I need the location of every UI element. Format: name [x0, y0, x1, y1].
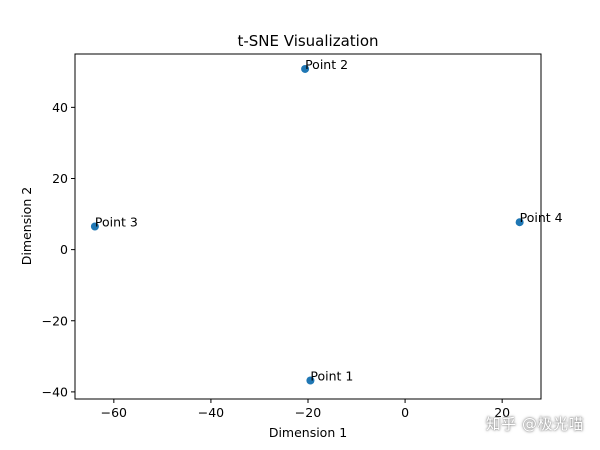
- y-axis-ticks: −40 −20 0 20 40: [42, 100, 75, 399]
- y-axis-label: Dimension 2: [19, 187, 34, 265]
- y-tick-label: −20: [42, 313, 68, 328]
- data-points: Point 1 Point 2 Point 3 Point 4: [90, 57, 563, 385]
- point-label: Point 4: [520, 210, 563, 225]
- x-tick-label: −60: [101, 405, 127, 420]
- scatter-point: [306, 376, 315, 385]
- chart-title: t-SNE Visualization: [237, 32, 378, 50]
- point-label: Point 2: [305, 57, 348, 72]
- x-tick-label: −40: [198, 405, 224, 420]
- y-tick-label: 40: [52, 100, 68, 115]
- y-tick-label: 0: [60, 242, 68, 257]
- scatter-point: [90, 222, 99, 231]
- scatter-point: [515, 218, 524, 227]
- x-tick-label: 0: [401, 405, 409, 420]
- watermark: 知乎 @极光喵: [485, 415, 584, 433]
- plot-area: [74, 53, 542, 400]
- x-axis-label: Dimension 1: [269, 425, 347, 440]
- point-label: Point 3: [95, 215, 138, 230]
- x-axis-ticks: −60 −40 −20 0 20: [101, 399, 510, 420]
- x-tick-label: 20: [494, 405, 510, 420]
- scatter-point: [301, 64, 310, 73]
- x-tick-label: −20: [295, 405, 321, 420]
- y-tick-label: −40: [42, 384, 68, 399]
- y-tick-label: 20: [52, 171, 68, 186]
- point-label: Point 1: [310, 369, 353, 384]
